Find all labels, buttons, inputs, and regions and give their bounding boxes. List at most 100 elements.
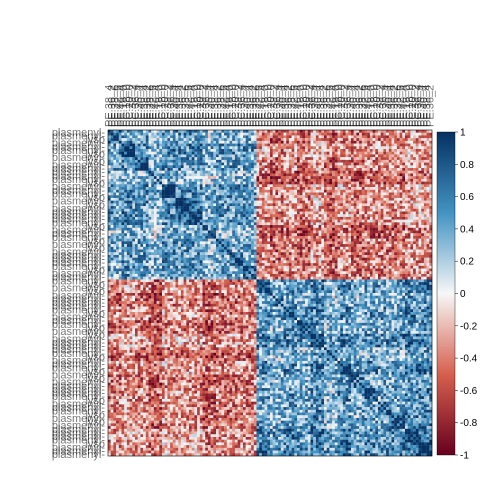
heatmap-cell [192, 233, 195, 236]
heatmap-cell [413, 160, 416, 163]
heatmap-cell [232, 138, 235, 141]
heatmap-cell [135, 209, 138, 212]
heatmap-cell [205, 195, 208, 198]
heatmap-cell [251, 222, 254, 225]
heatmap-cell [408, 228, 411, 231]
heatmap-cell [311, 225, 314, 228]
heatmap-cell [154, 228, 157, 231]
heatmap-cell [273, 165, 276, 168]
heatmap-cell [410, 231, 413, 234]
heatmap-cell [373, 173, 376, 176]
heatmap-cell [354, 212, 357, 215]
heatmap-cell [367, 206, 370, 209]
heatmap-cell [162, 190, 165, 193]
heatmap-cell [224, 179, 227, 182]
heatmap-cell [340, 144, 343, 147]
heatmap-cell [297, 187, 300, 190]
heatmap-cell [286, 184, 289, 187]
heatmap-cell [373, 160, 376, 163]
heatmap-cell [292, 192, 295, 195]
heatmap-cell [292, 141, 295, 144]
heatmap-cell [165, 212, 168, 215]
heatmap-cell [170, 152, 173, 155]
heatmap-cell [221, 135, 224, 138]
heatmap-cell [351, 141, 354, 144]
heatmap-cell [119, 187, 122, 190]
heatmap-cell [248, 144, 251, 147]
heatmap-cell [356, 144, 359, 147]
heatmap-cell [294, 152, 297, 155]
heatmap-cell [332, 152, 335, 155]
heatmap-cell [176, 130, 179, 133]
heatmap-cell [373, 209, 376, 212]
heatmap-cell [405, 154, 408, 157]
heatmap-cell [421, 135, 424, 138]
heatmap-cell [165, 220, 168, 223]
heatmap-cell [405, 182, 408, 185]
heatmap-cell [203, 144, 206, 147]
heatmap-cell [173, 220, 176, 223]
heatmap-cell [254, 165, 257, 168]
heatmap-cell [257, 192, 260, 195]
heatmap-cell [157, 133, 160, 136]
heatmap-cell [108, 173, 111, 176]
heatmap-cell [154, 187, 157, 190]
heatmap-cell [243, 236, 246, 239]
heatmap-cell [205, 225, 208, 228]
heatmap-cell [119, 225, 122, 228]
heatmap-cell [402, 209, 405, 212]
heatmap-cell [332, 168, 335, 171]
heatmap-cell [232, 130, 235, 133]
heatmap-cell [408, 184, 411, 187]
heatmap-cell [146, 152, 149, 155]
heatmap-cell [186, 133, 189, 136]
heatmap-cell [327, 171, 330, 174]
heatmap-cell [419, 182, 422, 185]
heatmap-cell [243, 228, 246, 231]
heatmap-cell [259, 217, 262, 220]
heatmap-cell [208, 182, 211, 185]
heatmap-cell [375, 160, 378, 163]
heatmap-cell [302, 130, 305, 133]
heatmap-cell [203, 176, 206, 179]
heatmap-cell [386, 203, 389, 206]
heatmap-cell [424, 192, 427, 195]
heatmap-cell [394, 231, 397, 234]
heatmap-cell [162, 173, 165, 176]
heatmap-cell [281, 187, 284, 190]
heatmap-cell [335, 203, 338, 206]
heatmap-cell [119, 222, 122, 225]
heatmap-cell [286, 203, 289, 206]
heatmap-cell [221, 233, 224, 236]
heatmap-cell [273, 217, 276, 220]
heatmap-cell [408, 190, 411, 193]
heatmap-cell [232, 133, 235, 136]
heatmap-cell [262, 173, 265, 176]
heatmap-cell [354, 144, 357, 147]
heatmap-cell [329, 187, 332, 190]
heatmap-cell [386, 236, 389, 239]
heatmap-cell [338, 209, 341, 212]
heatmap-cell [327, 195, 330, 198]
heatmap-cell [194, 130, 197, 133]
heatmap-cell [122, 157, 125, 160]
heatmap-cell [138, 190, 141, 193]
heatmap-cell [165, 209, 168, 212]
heatmap-cell [419, 149, 422, 152]
heatmap-cell [389, 209, 392, 212]
heatmap-cell [124, 206, 127, 209]
heatmap-cell [338, 182, 341, 185]
heatmap-cell [340, 157, 343, 160]
heatmap-cell [246, 157, 249, 160]
heatmap-cell [108, 233, 111, 236]
heatmap-cell [410, 168, 413, 171]
heatmap-cell [259, 179, 262, 182]
heatmap-cell [356, 133, 359, 136]
heatmap-cell [370, 201, 373, 204]
heatmap-cell [343, 201, 346, 204]
heatmap-cell [300, 220, 303, 223]
heatmap-cell [262, 141, 265, 144]
heatmap-cell [383, 179, 386, 182]
heatmap-cell [111, 198, 114, 201]
heatmap-cell [281, 165, 284, 168]
